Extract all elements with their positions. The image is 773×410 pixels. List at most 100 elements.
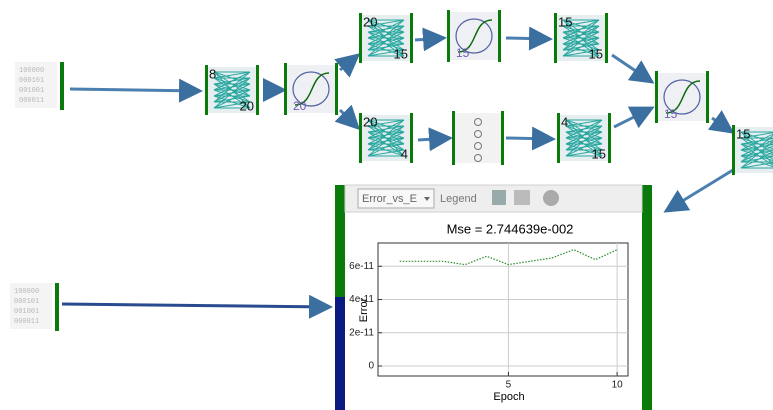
activation-circle [663,79,701,115]
print-button[interactable] [514,190,530,205]
dropdown-text: Error_vs_E [362,193,417,205]
arrow [334,53,361,78]
arrow [417,127,453,152]
chart-title: Mse = 2.744639e-002 [447,221,574,236]
panel-bar [335,185,345,297]
series-line [399,248,618,266]
input-bits: 000011 [14,318,39,326]
layer-out: 15 [592,146,606,161]
layer-bar [359,113,362,163]
dropout-icon [474,154,482,162]
dropout-bar [501,111,504,165]
layer-weight [213,71,251,103]
connections [61,26,735,319]
layer-bar [554,13,557,63]
dropout-icon [474,142,482,150]
layer-weight [562,25,600,57]
input-bits: 000101 [14,298,39,306]
layer-weight [565,149,603,157]
layer-weight [565,137,603,157]
layer-weight [367,119,405,127]
layer-out: 15 [589,46,603,61]
activation-circle [292,71,330,107]
x-tick-label: 10 [612,380,624,391]
dropout-icon [474,130,482,138]
layer-weight [562,19,600,27]
layer-bar [605,13,608,63]
y-tick-label: 2e-11 [349,327,374,338]
layer-weight [562,49,600,57]
layer-weight [213,71,251,91]
layer-weight [213,77,251,109]
save-button[interactable] [492,190,506,205]
dropdown-arrow [424,197,430,201]
layer-weight [562,19,600,39]
arrow [334,104,361,131]
input-bar [55,283,59,331]
x-axis-label: Epoch [493,391,524,403]
layer-weight [367,25,405,57]
layer-weight [367,19,405,27]
input-bits: 100000 [14,288,39,296]
activation-bar [706,71,709,123]
arrow [414,27,447,52]
activation-bar [284,63,287,115]
input-bits: 001001 [14,308,39,316]
activation-label: 15 [456,46,470,60]
layer-weight [740,140,773,169]
layer-bar [410,113,413,163]
layer-weight [213,71,251,79]
layer-weight [367,19,405,39]
layer-weight [213,101,251,109]
panel-bar [642,185,652,410]
layer-bar [608,113,611,163]
layer-in: 15 [736,126,750,141]
layer-bar [205,65,208,115]
layer-weight [565,119,603,151]
layer-bar [359,13,362,63]
dropout-bar [452,111,455,165]
input-bits: 000101 [19,77,44,85]
layer-bar [557,113,560,163]
activation-circle [455,18,493,54]
layer-weight [565,119,603,127]
activation-label: 20 [293,99,307,113]
layer-weight [740,132,773,139]
layer-weight [562,19,600,51]
layer-in: 4 [561,114,568,129]
layer-in: 20 [363,114,377,129]
activation-bar [335,63,338,115]
y-tick-label: 4e-11 [349,294,374,305]
layer-weight [367,119,405,151]
help-button[interactable] [543,190,559,206]
legend-button[interactable]: Legend [440,193,477,205]
layer-bar [256,65,259,115]
layer-out: 15 [394,46,408,61]
layer-in: 8 [209,66,216,81]
plot-area [377,242,629,377]
activation-curve [457,19,493,53]
arrow [69,78,203,103]
arrow [613,106,655,129]
layer-in: 15 [558,14,572,29]
activation-bar [447,10,450,62]
layer-bar [410,13,413,63]
layer-out: 20 [240,98,254,113]
dropdown[interactable] [357,188,435,209]
input-image [10,283,52,329]
layer-in: 20 [363,14,377,29]
arrow [611,53,655,84]
layer-weight [562,37,600,57]
arrow [505,26,553,51]
layer-weight [740,162,773,169]
layer-weight [740,134,773,163]
activation-bar [498,10,501,62]
layer-weight [740,151,773,169]
activation-curve [665,80,701,114]
layer-bar [732,125,735,175]
y-axis-label: Error [358,297,370,322]
layer-weight [367,137,405,157]
arrow [663,168,734,213]
layer-weight [565,125,603,157]
y-tick-label: 0 [368,361,374,372]
